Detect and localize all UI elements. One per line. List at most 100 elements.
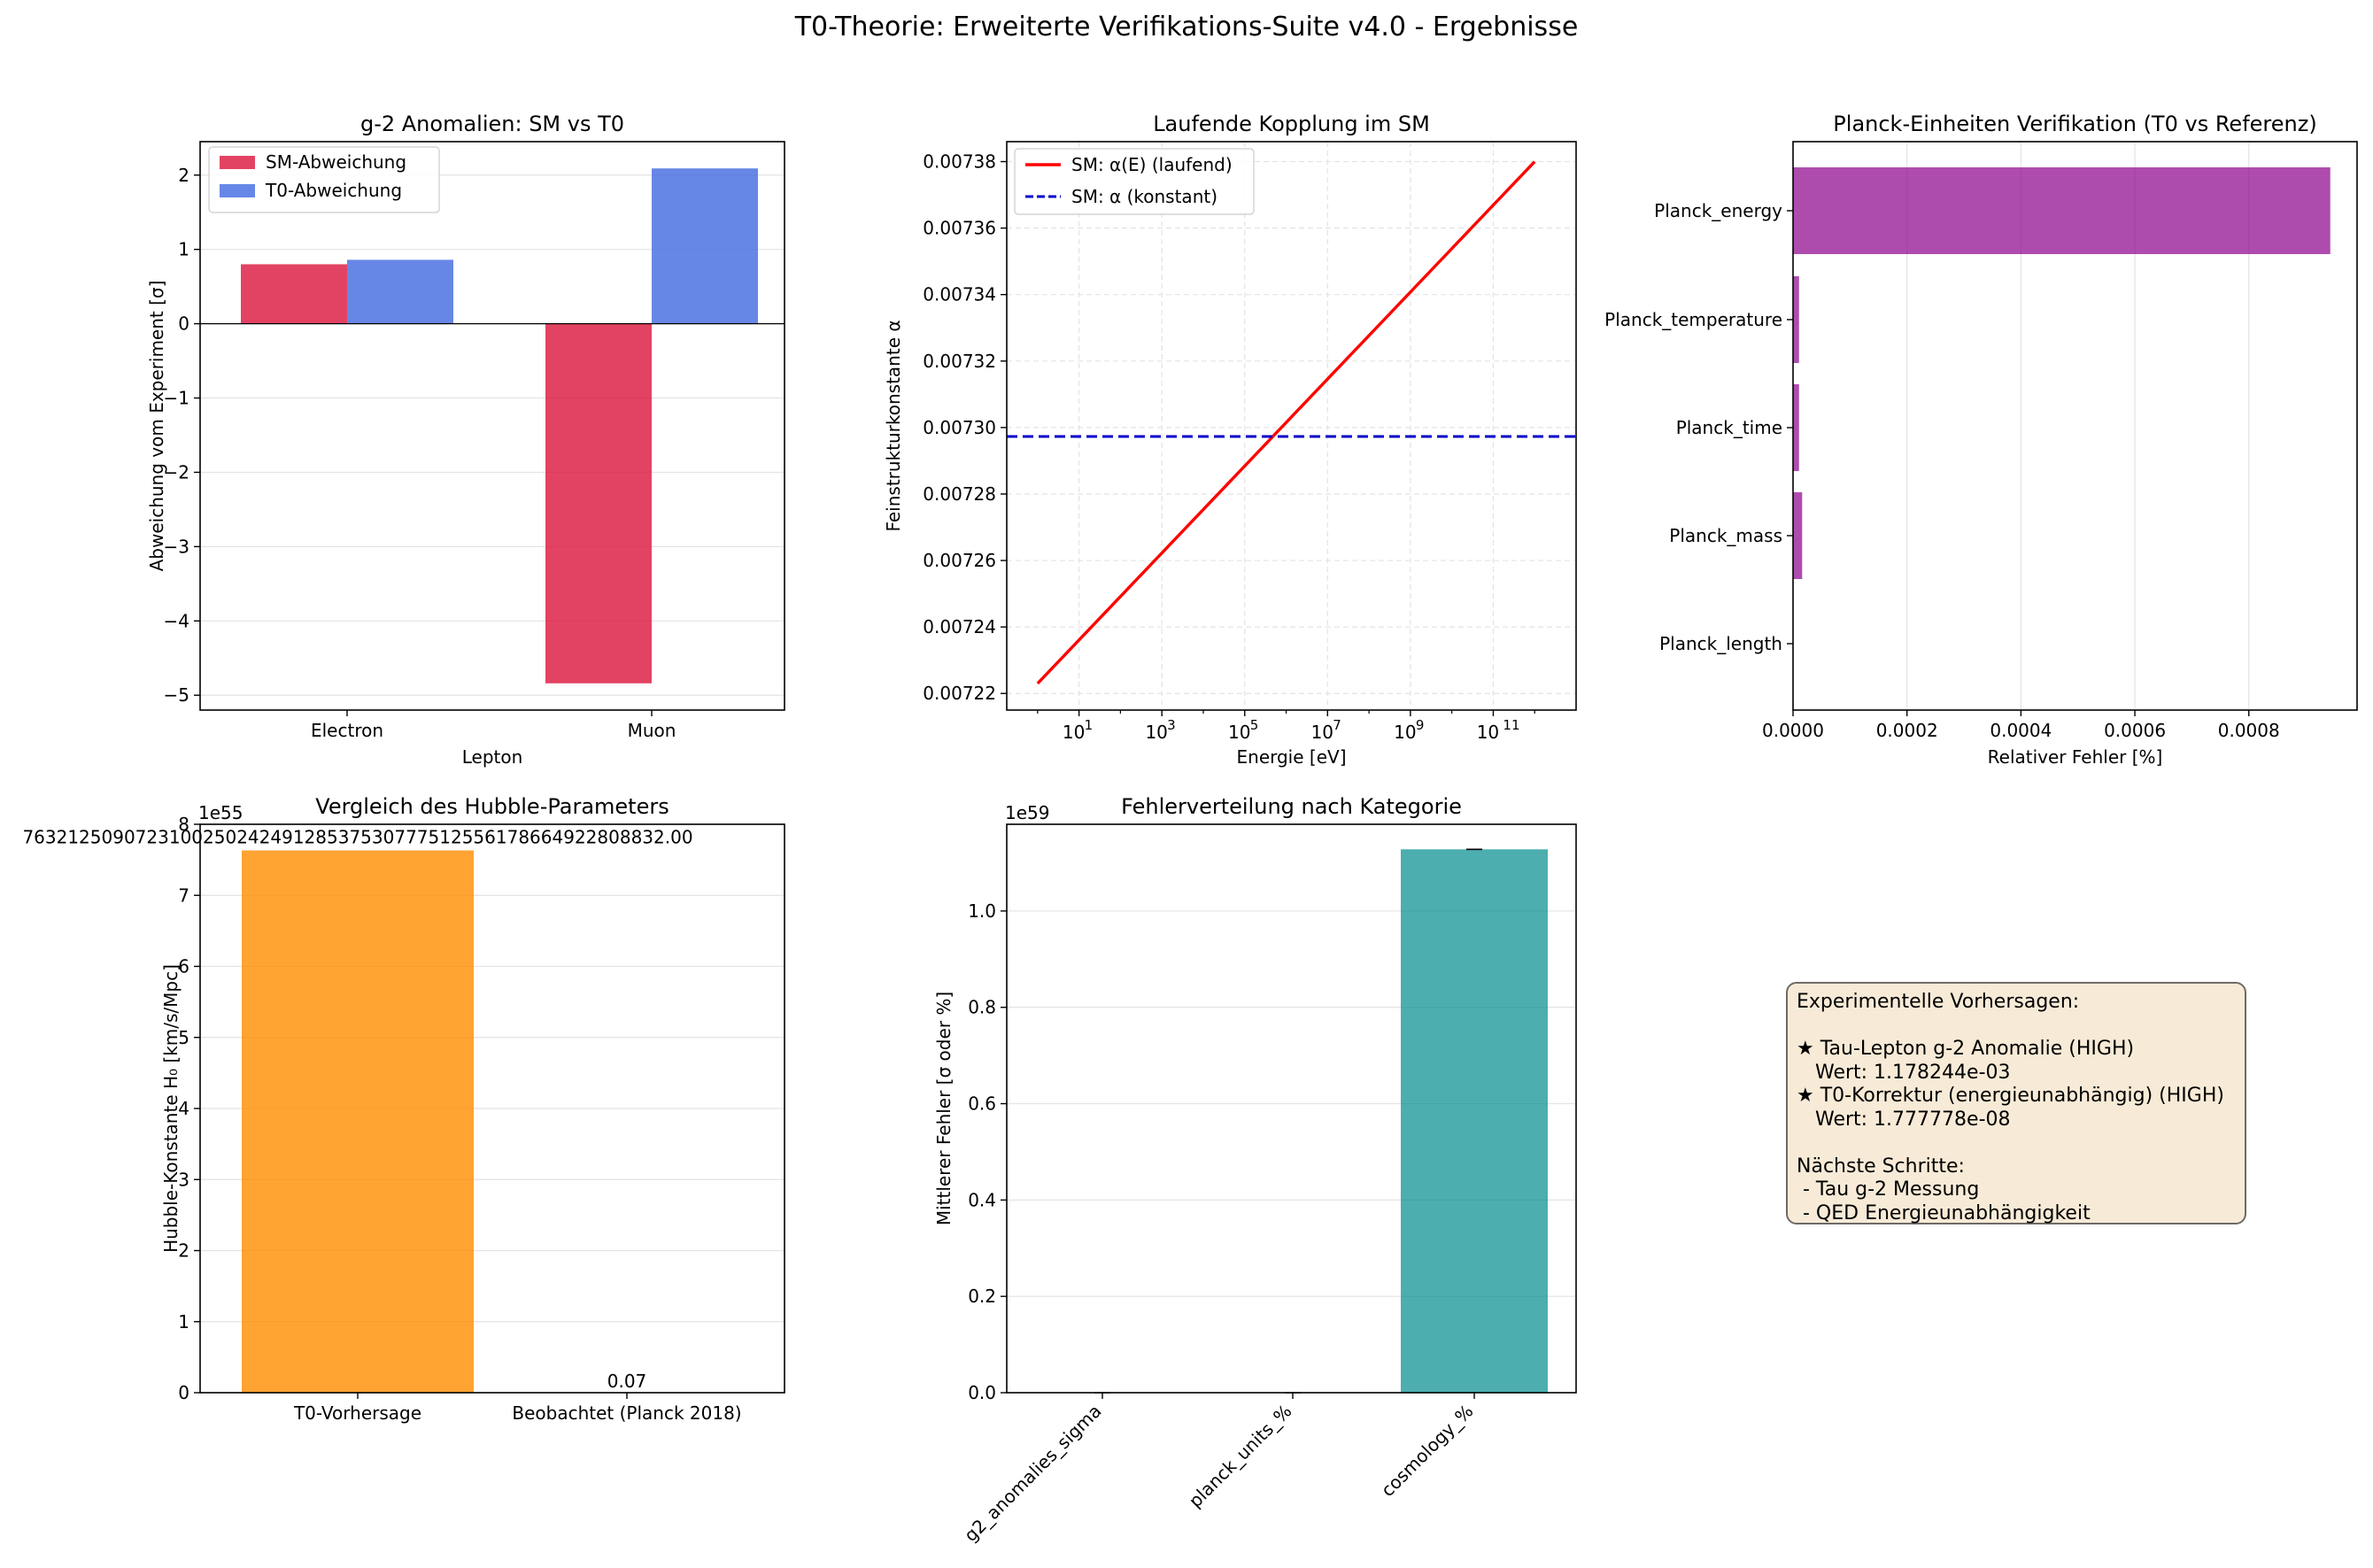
x-tick-label: planck_units_% [1185,1401,1296,1512]
t0-deviation-bar [347,259,453,324]
planck-error-bar [1793,384,1799,471]
axes-frame [1006,823,1577,1394]
x-tick-label: 0.0002 [1876,720,1938,741]
info-line: ★ Tau-Lepton g-2 Anomalie (HIGH) [1797,1038,2135,1060]
category-error-bar [1401,849,1548,1393]
y-tick-label: 0.2 [968,1286,996,1307]
data-label: 0.07 [607,1371,647,1392]
x-axis-label: Energie [eV] [1237,746,1347,768]
axes-frame [199,141,785,711]
running-coupling-chart: 0.00722 0.00724 0.00726 0.00728 0.00730 0.007… [883,112,1577,768]
info-line: Experimentelle Vorhersagen: [1797,991,2080,1013]
chart-title: Planck-Einheiten Verifikation (T0 vs Ref… [1833,112,2316,136]
y-tick-label: −3 [164,536,189,557]
y-tick-label: 0.00732 [923,351,996,372]
y-axis-label: Mittlerer Fehler [σ oder %] [933,992,955,1225]
y-axis-label: Hubble-Konstante H₀ [km/s/Mpc] [160,964,182,1253]
legend-swatch [220,156,255,169]
y-tick-label: 0.00722 [923,683,996,704]
info-line: Wert: 1.777778e-08 [1797,1108,2011,1131]
x-tick-label: g2_anomalies_sigma [960,1401,1105,1546]
sm-deviation-bar [241,264,347,324]
planck-error-bar [1793,276,1799,363]
x-tick-exponent: 1 [1085,717,1094,733]
figure-title: T0-Theorie: Erweiterte Verifikations-Sui… [794,12,1579,42]
hubble-bar [242,850,474,1393]
x-tick-label: 0.0008 [2218,720,2280,741]
chart-title: g-2 Anomalien: SM vs T0 [360,112,624,136]
y-tick-label: −2 [164,461,189,483]
axes-frame [1006,141,1577,711]
y-tick-label: Planck_temperature [1604,309,1782,330]
x-tick-exponent: 3 [1167,717,1176,733]
chart-title: Fehlerverteilung nach Kategorie [1121,794,1462,819]
y-tick-label: −4 [164,610,189,631]
info-line: ★ T0-Korrektur (energieunabhängig) (HIGH… [1797,1085,2224,1107]
y-tick-label: 0.0 [968,1382,996,1403]
x-axis-label: Relativer Fehler [%] [1988,746,2163,768]
hubble-parameter-chart: 0 1 2 3 4 5 6 7 8 T0-Vorhersage Beobachtet (Planck… [22,794,785,1424]
x-tick-label: 10 [1477,722,1499,743]
x-tick-exponent: 9 [1416,717,1425,733]
y-tick-label: 0.8 [968,997,996,1018]
predictions-info-box: Experimentelle Vorhersagen: ★ Tau-Lepton… [1786,982,2246,1224]
x-tick-exponent: 5 [1250,717,1259,733]
y-tick-label: 0 [178,1382,189,1403]
y-tick-label: 0.00724 [923,616,996,637]
y-tick-label: 6 [178,956,189,977]
info-line: Nächste Schritte: [1797,1155,1965,1178]
axes-frame [1792,141,2358,711]
y-tick-label: 0.4 [968,1189,996,1210]
sm-deviation-bar [545,323,652,684]
x-tick-label: 10 [1145,722,1167,743]
y-tick-label: 0.00734 [923,284,996,305]
x-tick-label: Muon [628,720,676,741]
x-tick-label: 10 [1063,722,1085,743]
info-line [1797,1015,2236,1039]
y-tick-label: 7 [178,884,189,906]
y-axis-label: Feinstrukturkonstante α [883,320,904,531]
planck-error-bar [1793,167,2330,254]
x-tick-label: 0.0006 [2104,720,2166,741]
y-tick-label: Planck_time [1676,417,1782,438]
y-tick-label: 0.6 [968,1093,996,1115]
y-offset-label: 1e55 [198,802,243,823]
y-tick-label: 1.0 [968,900,996,922]
y-tick-label: 5 [178,1027,189,1048]
y-tick-label: 0.00730 [923,417,996,438]
y-tick-label: Planck_mass [1669,525,1782,546]
info-line [1797,1132,2236,1155]
legend-label: SM: α (konstant) [1071,186,1217,207]
y-tick-label: 0.00728 [923,483,996,505]
y-tick-label: 1 [178,239,189,260]
error-distribution-chart: 0.0 0.2 0.4 0.6 0.8 1.0 g2_anomalies_sigma plan… [933,794,1577,1546]
y-tick-label: 1 [178,1311,189,1332]
y-tick-label: −5 [164,684,189,706]
planck-error-bar [1793,492,1803,579]
running-alpha-line [1036,160,1536,685]
legend-label: SM: α(E) (laufend) [1071,154,1233,175]
info-line: - Tau g-2 Messung [1797,1178,1980,1201]
x-tick-label: 10 [1394,722,1416,743]
legend-label: SM-Abweichung [266,151,406,173]
data-label: 7632125090723100250242491285375307775125… [22,827,692,848]
x-tick-label: 0.0000 [1762,720,1824,741]
legend-swatch [220,184,255,197]
y-offset-label: 1e59 [1005,802,1049,823]
y-tick-label: 0 [178,313,189,335]
chart-title: Vergleich des Hubble-Parameters [315,794,669,819]
y-tick-label: 2 [178,1240,189,1262]
x-tick-label: cosmology_% [1377,1401,1478,1502]
y-tick-label: 3 [178,1169,189,1190]
y-tick-label: 0.00736 [923,218,996,239]
x-tick-label: Beobachtet (Planck 2018) [512,1402,741,1424]
y-axis-label: Abweichung vom Experiment [σ] [146,281,167,572]
y-tick-label: 0.00738 [923,151,996,173]
t0-deviation-bar [652,168,758,324]
info-line: - QED Energieunabhängigkeit [1797,1201,2091,1224]
chart-title: Laufende Kopplung im SM [1153,112,1430,136]
legend-box [1014,148,1255,215]
x-tick-label: Electron [311,720,383,741]
g2-anomalies-chart: −5 −4 −3 −2 −1 0 1 2 Electron Muon g-2 Anomalien: … [146,112,785,768]
y-tick-label: Planck_energy [1654,200,1782,221]
